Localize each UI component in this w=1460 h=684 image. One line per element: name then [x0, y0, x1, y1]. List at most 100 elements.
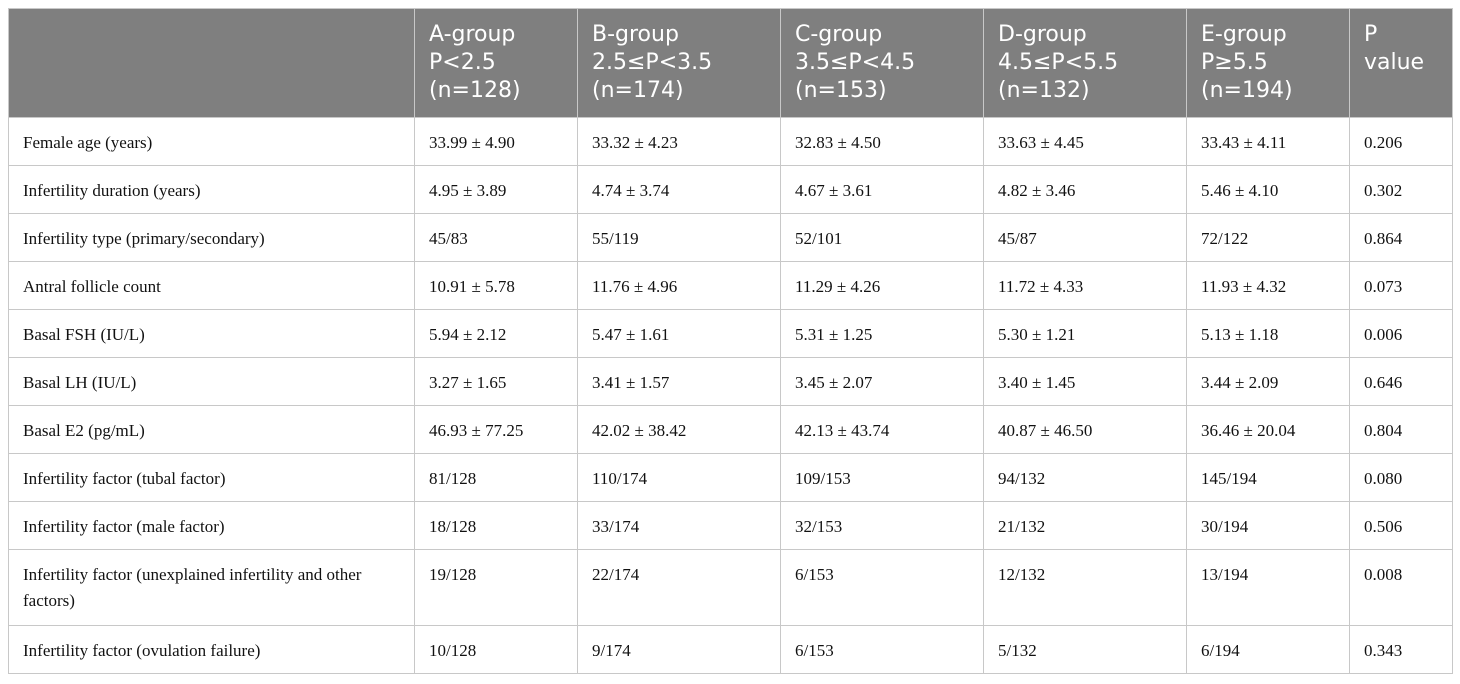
table-row: Infertility duration (years) 4.95 ± 3.89…: [8, 165, 1453, 214]
header-cell-e-group: E-group P≥5.5 (n=194): [1186, 8, 1350, 118]
row-label: Basal E2 (pg/mL): [8, 405, 415, 454]
cell-d-group: 3.40 ± 1.45: [983, 357, 1187, 406]
row-label: Infertility factor (ovulation failure): [8, 625, 415, 674]
cell-p-value: 0.006: [1349, 309, 1453, 358]
cell-c-group: 6/153: [780, 549, 984, 626]
table-row: Infertility factor (unexplained infertil…: [8, 549, 1453, 626]
row-label: Antral follicle count: [8, 261, 415, 310]
row-label: Infertility factor (unexplained infertil…: [8, 549, 415, 626]
cell-c-group: 3.45 ± 2.07: [780, 357, 984, 406]
cell-e-group: 13/194: [1186, 549, 1350, 626]
cell-a-group: 5.94 ± 2.12: [414, 309, 578, 358]
table-row: Antral follicle count 10.91 ± 5.78 11.76…: [8, 261, 1453, 310]
cell-p-value: 0.206: [1349, 117, 1453, 166]
cell-p-value: 0.864: [1349, 213, 1453, 262]
header-line: 4.5≤P<5.5: [998, 50, 1119, 75]
cell-e-group: 72/122: [1186, 213, 1350, 262]
cell-e-group: 145/194: [1186, 453, 1350, 502]
data-table-container: A-group P<2.5 (n=128) B-group 2.5≤P<3.5 …: [8, 8, 1453, 674]
data-table: A-group P<2.5 (n=128) B-group 2.5≤P<3.5 …: [8, 8, 1453, 674]
cell-a-group: 46.93 ± 77.25: [414, 405, 578, 454]
row-label: Infertility factor (tubal factor): [8, 453, 415, 502]
cell-c-group: 4.67 ± 3.61: [780, 165, 984, 214]
header-line: P: [1364, 22, 1378, 47]
table-row: Basal FSH (IU/L) 5.94 ± 2.12 5.47 ± 1.61…: [8, 309, 1453, 358]
header-cell-c-group: C-group 3.5≤P<4.5 (n=153): [780, 8, 984, 118]
header-line: (n=132): [998, 78, 1090, 103]
row-label: Infertility type (primary/secondary): [8, 213, 415, 262]
header-line: (n=194): [1201, 78, 1293, 103]
header-line: D-group: [998, 22, 1087, 47]
cell-b-group: 4.74 ± 3.74: [577, 165, 781, 214]
cell-b-group: 55/119: [577, 213, 781, 262]
cell-c-group: 109/153: [780, 453, 984, 502]
table-row: Basal LH (IU/L) 3.27 ± 1.65 3.41 ± 1.57 …: [8, 357, 1453, 406]
cell-c-group: 32/153: [780, 501, 984, 550]
cell-b-group: 22/174: [577, 549, 781, 626]
cell-a-group: 3.27 ± 1.65: [414, 357, 578, 406]
cell-a-group: 4.95 ± 3.89: [414, 165, 578, 214]
cell-a-group: 10/128: [414, 625, 578, 674]
cell-c-group: 5.31 ± 1.25: [780, 309, 984, 358]
table-body: Female age (years) 33.99 ± 4.90 33.32 ± …: [8, 117, 1453, 674]
cell-a-group: 45/83: [414, 213, 578, 262]
header-line: (n=153): [795, 78, 887, 103]
cell-d-group: 21/132: [983, 501, 1187, 550]
header-cell-a-group: A-group P<2.5 (n=128): [414, 8, 578, 118]
table-row: Infertility type (primary/secondary) 45/…: [8, 213, 1453, 262]
cell-e-group: 5.46 ± 4.10: [1186, 165, 1350, 214]
cell-p-value: 0.073: [1349, 261, 1453, 310]
cell-b-group: 33/174: [577, 501, 781, 550]
header-line: A-group: [429, 22, 516, 47]
table-header: A-group P<2.5 (n=128) B-group 2.5≤P<3.5 …: [8, 8, 1453, 118]
row-label: Infertility duration (years): [8, 165, 415, 214]
cell-d-group: 12/132: [983, 549, 1187, 626]
cell-a-group: 33.99 ± 4.90: [414, 117, 578, 166]
cell-a-group: 18/128: [414, 501, 578, 550]
cell-a-group: 19/128: [414, 549, 578, 626]
header-line: P<2.5: [429, 50, 496, 75]
header-line: P≥5.5: [1201, 50, 1268, 75]
cell-c-group: 42.13 ± 43.74: [780, 405, 984, 454]
header-line: (n=128): [429, 78, 521, 103]
row-label: Infertility factor (male factor): [8, 501, 415, 550]
row-label: Female age (years): [8, 117, 415, 166]
header-cell-p-value: P value: [1349, 8, 1453, 118]
cell-p-value: 0.343: [1349, 625, 1453, 674]
cell-e-group: 36.46 ± 20.04: [1186, 405, 1350, 454]
cell-b-group: 33.32 ± 4.23: [577, 117, 781, 166]
cell-p-value: 0.804: [1349, 405, 1453, 454]
cell-p-value: 0.646: [1349, 357, 1453, 406]
row-label: Basal FSH (IU/L): [8, 309, 415, 358]
table-row: Infertility factor (male factor) 18/128 …: [8, 501, 1453, 550]
header-cell-label: [8, 8, 415, 118]
cell-b-group: 9/174: [577, 625, 781, 674]
cell-c-group: 32.83 ± 4.50: [780, 117, 984, 166]
cell-d-group: 5/132: [983, 625, 1187, 674]
cell-d-group: 33.63 ± 4.45: [983, 117, 1187, 166]
cell-e-group: 5.13 ± 1.18: [1186, 309, 1350, 358]
cell-b-group: 11.76 ± 4.96: [577, 261, 781, 310]
cell-p-value: 0.302: [1349, 165, 1453, 214]
cell-d-group: 11.72 ± 4.33: [983, 261, 1187, 310]
cell-e-group: 11.93 ± 4.32: [1186, 261, 1350, 310]
table-row: Infertility factor (tubal factor) 81/128…: [8, 453, 1453, 502]
cell-b-group: 3.41 ± 1.57: [577, 357, 781, 406]
header-line: B-group: [592, 22, 679, 47]
cell-e-group: 33.43 ± 4.11: [1186, 117, 1350, 166]
cell-d-group: 5.30 ± 1.21: [983, 309, 1187, 358]
header-line: value: [1364, 50, 1425, 75]
cell-e-group: 6/194: [1186, 625, 1350, 674]
table-row: Basal E2 (pg/mL) 46.93 ± 77.25 42.02 ± 3…: [8, 405, 1453, 454]
cell-b-group: 5.47 ± 1.61: [577, 309, 781, 358]
cell-e-group: 3.44 ± 2.09: [1186, 357, 1350, 406]
cell-d-group: 40.87 ± 46.50: [983, 405, 1187, 454]
header-line: E-group: [1201, 22, 1287, 47]
header-cell-d-group: D-group 4.5≤P<5.5 (n=132): [983, 8, 1187, 118]
header-line: C-group: [795, 22, 883, 47]
header-line: 2.5≤P<3.5: [592, 50, 713, 75]
cell-d-group: 45/87: [983, 213, 1187, 262]
header-line: (n=174): [592, 78, 684, 103]
cell-d-group: 94/132: [983, 453, 1187, 502]
cell-p-value: 0.008: [1349, 549, 1453, 626]
